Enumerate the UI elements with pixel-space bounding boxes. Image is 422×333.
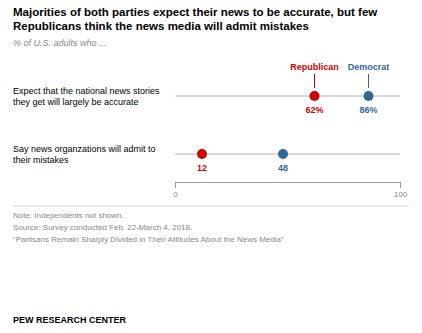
separator [13, 206, 409, 207]
subtitle: % of U.S. adults who ... [13, 38, 107, 48]
legend-connector [314, 74, 315, 88]
category-label: Say news organzations will admit to thei… [13, 144, 158, 165]
data-label: 12 [197, 163, 207, 173]
chart: Majorities of both parties expect their … [0, 0, 422, 333]
category-label: Expect that the national news stories th… [13, 86, 162, 107]
note: “Partisans Remain Sharply Divided in The… [13, 235, 284, 244]
footer: PEW RESEARCH CENTER [13, 315, 127, 325]
plot-area [175, 91, 400, 159]
tick-mark [175, 182, 176, 188]
legend-entry: Democrat [348, 62, 390, 72]
legend-entry: Republican [290, 62, 339, 72]
legend-connector [368, 74, 369, 88]
dot [364, 91, 374, 101]
tick-label: 100 [394, 190, 408, 199]
tick: 100 [394, 182, 408, 199]
tick-mark [400, 182, 401, 188]
data-label: 86% [359, 105, 377, 115]
data-label: 48 [278, 163, 288, 173]
note: Source: Survey conducted Feb. 22-March 4… [13, 223, 192, 232]
tick: 0 [173, 182, 178, 199]
dot [278, 149, 288, 159]
axis-line [176, 182, 401, 183]
note: Note: Independents not shown. [13, 211, 124, 220]
tick-label: 0 [173, 190, 178, 199]
dot [310, 91, 320, 101]
x-axis: 0 100 [173, 182, 407, 199]
data-label: 62% [305, 105, 323, 115]
title: Majorities of both parties expect their … [13, 6, 380, 32]
dot [197, 149, 207, 159]
